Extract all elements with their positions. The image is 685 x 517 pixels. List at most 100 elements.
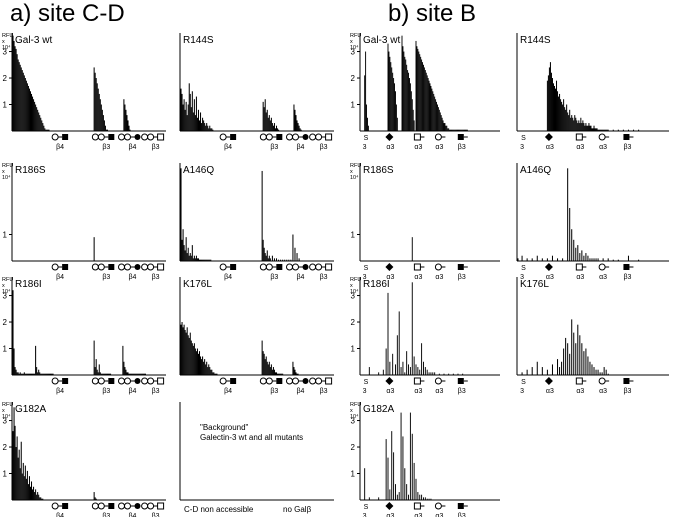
chart-panel-7: "Background"Galectin-3 wt and all mutant… xyxy=(179,402,334,514)
data-bar xyxy=(593,125,595,131)
data-bar xyxy=(604,129,606,131)
data-bar xyxy=(573,332,575,375)
data-bar xyxy=(451,129,452,131)
glycan-galactose-icon xyxy=(598,263,606,271)
data-bar xyxy=(102,115,104,131)
section-title-site-cd: a) site C-D xyxy=(10,0,125,27)
glycan-galactose-icon xyxy=(147,133,155,141)
glycan-linkage-label: α3 xyxy=(386,388,394,395)
data-bar xyxy=(21,373,23,375)
data-bar xyxy=(184,250,186,261)
glycan-linkage-label: α3 xyxy=(386,144,394,151)
data-bar xyxy=(15,369,17,375)
data-bar xyxy=(186,327,188,375)
panel-label: K176L xyxy=(183,279,212,290)
data-bar xyxy=(466,129,468,131)
glycan-square-icon xyxy=(413,133,421,141)
glycan-galactose-icon xyxy=(286,263,293,271)
y-tick-label: 2 xyxy=(351,443,356,452)
glycan-linkage-label: α3 xyxy=(435,388,443,395)
glycan-linkage-label: β3 xyxy=(623,274,631,281)
panel-label: A146Q xyxy=(183,165,214,176)
glycan-galactose-icon xyxy=(292,377,299,385)
glycan-galactose-icon xyxy=(292,133,299,141)
data-bar xyxy=(261,170,263,261)
data-bar xyxy=(38,369,40,375)
glycan-diamond-icon xyxy=(385,263,394,271)
glycan-linkage-label: α3 xyxy=(414,274,422,281)
data-bar xyxy=(457,373,459,375)
glycan-linkage-label: β4 xyxy=(297,388,305,395)
data-bar xyxy=(597,129,599,131)
rfu-axis-label: 10⁴ xyxy=(350,44,359,51)
data-bar xyxy=(562,258,564,261)
data-bar xyxy=(20,373,22,375)
data-bar xyxy=(587,255,589,261)
glycan-sialic-label: S xyxy=(364,135,369,142)
rfu-axis-label: RFU xyxy=(2,277,13,283)
data-bar xyxy=(421,343,423,375)
data-bar xyxy=(50,373,52,375)
data-bar xyxy=(21,473,23,500)
data-bar xyxy=(211,369,213,375)
data-bar xyxy=(13,348,15,375)
glycan-glcnac-icon xyxy=(623,378,630,384)
data-bar xyxy=(396,494,398,500)
data-bar xyxy=(416,46,418,132)
data-bar xyxy=(452,373,454,375)
rfu-axis-label: x xyxy=(2,283,5,289)
data-bar xyxy=(411,282,413,375)
data-bar xyxy=(569,208,571,261)
data-bar xyxy=(190,107,192,131)
data-bar xyxy=(298,125,300,131)
data-bar xyxy=(299,128,301,131)
data-bar xyxy=(128,373,130,375)
glycan-linkage-label: α3 xyxy=(414,144,422,151)
data-bar xyxy=(560,99,562,131)
data-bar xyxy=(206,259,208,261)
data-bar xyxy=(14,425,16,500)
data-bar xyxy=(442,120,444,131)
data-bar xyxy=(265,255,267,261)
data-bar xyxy=(591,128,593,131)
data-bar xyxy=(593,367,595,375)
data-bar xyxy=(574,115,576,131)
data-bar xyxy=(521,255,523,261)
data-bar xyxy=(213,372,215,375)
data-bar xyxy=(198,120,201,131)
y-tick-label: 1 xyxy=(351,231,356,240)
glycan-sialic-label: S xyxy=(521,265,526,272)
glycan-galactose-icon xyxy=(265,133,273,141)
data-bar xyxy=(194,258,196,261)
data-bar xyxy=(205,364,207,375)
data-bar xyxy=(450,129,451,131)
data-bar xyxy=(409,78,410,131)
data-bar xyxy=(565,109,567,131)
data-bar xyxy=(44,128,46,131)
data-bar xyxy=(395,364,396,375)
data-bar xyxy=(269,120,271,131)
data-bar xyxy=(33,373,35,375)
glycan-galactose-icon xyxy=(51,377,59,385)
data-bar xyxy=(541,258,543,261)
data-bar xyxy=(279,373,281,375)
glycan-linkage-label: α3 xyxy=(435,274,443,281)
glycan-linkage-label: 3 xyxy=(363,388,367,395)
data-bar xyxy=(201,123,203,131)
glycan-galnac-icon xyxy=(302,378,309,384)
data-bar xyxy=(197,109,199,131)
glycan-linkage-label: 3 xyxy=(363,513,367,517)
data-bar xyxy=(552,83,554,131)
data-bar xyxy=(204,359,206,375)
data-bar xyxy=(411,237,413,261)
data-bar xyxy=(191,245,193,261)
data-bar xyxy=(273,123,275,131)
data-bar xyxy=(400,367,402,375)
data-bar xyxy=(461,129,463,131)
data-bar xyxy=(194,348,196,375)
rfu-axis-label: 10⁴ xyxy=(2,413,11,420)
data-bar xyxy=(206,123,208,131)
data-bar xyxy=(294,247,296,261)
data-bar xyxy=(40,373,42,375)
data-bar xyxy=(140,373,142,375)
